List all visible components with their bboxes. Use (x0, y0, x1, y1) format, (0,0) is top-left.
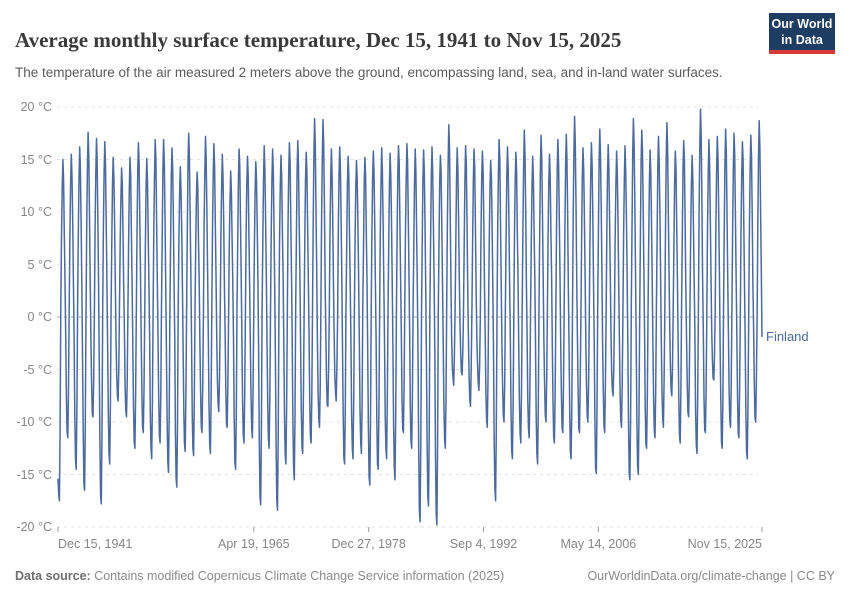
x-axis-label: May 14, 2006 (560, 537, 637, 551)
temperature-line-finland[interactable] (57, 108, 763, 526)
y-axis-label: -20 °C (16, 520, 52, 534)
y-axis-label: -5 °C (23, 362, 52, 377)
data-source-text: Contains modified Copernicus Climate Cha… (90, 569, 505, 583)
x-axis-label: Apr 19, 1965 (218, 537, 290, 551)
y-axis-label: -15 °C (16, 467, 52, 482)
x-axis-label: Dec 27, 1978 (331, 537, 406, 551)
y-axis-label: 10 °C (20, 205, 52, 219)
chart-footer: Data source: Contains modified Copernicu… (15, 568, 835, 584)
data-source-note: Data source: Contains modified Copernicu… (15, 568, 504, 584)
y-axis-label: 15 °C (20, 152, 52, 167)
x-axis-label: Dec 15, 1941 (58, 537, 133, 551)
y-axis-label: 20 °C (20, 100, 52, 114)
data-source-label: Data source: (15, 569, 91, 583)
owid-logo-line1: Our World (771, 17, 833, 31)
y-axis-label: 0 °C (27, 310, 52, 324)
owid-logo-line2: in Data (781, 33, 823, 47)
chart-subtitle: The temperature of the air measured 2 me… (15, 64, 723, 80)
y-axis-label: 5 °C (27, 257, 52, 272)
x-axis-label: Nov 15, 2025 (687, 537, 762, 551)
x-axis-label: Sep 4, 1992 (449, 537, 518, 551)
series-label-finland[interactable]: Finland (766, 329, 809, 344)
y-axis-label: -10 °C (16, 415, 52, 429)
chart-title: Average monthly surface temperature, Dec… (15, 28, 622, 53)
owid-logo[interactable]: Our World in Data (769, 13, 835, 54)
owid-cc-link[interactable]: OurWorldinData.org/climate-change | CC B… (587, 569, 835, 583)
